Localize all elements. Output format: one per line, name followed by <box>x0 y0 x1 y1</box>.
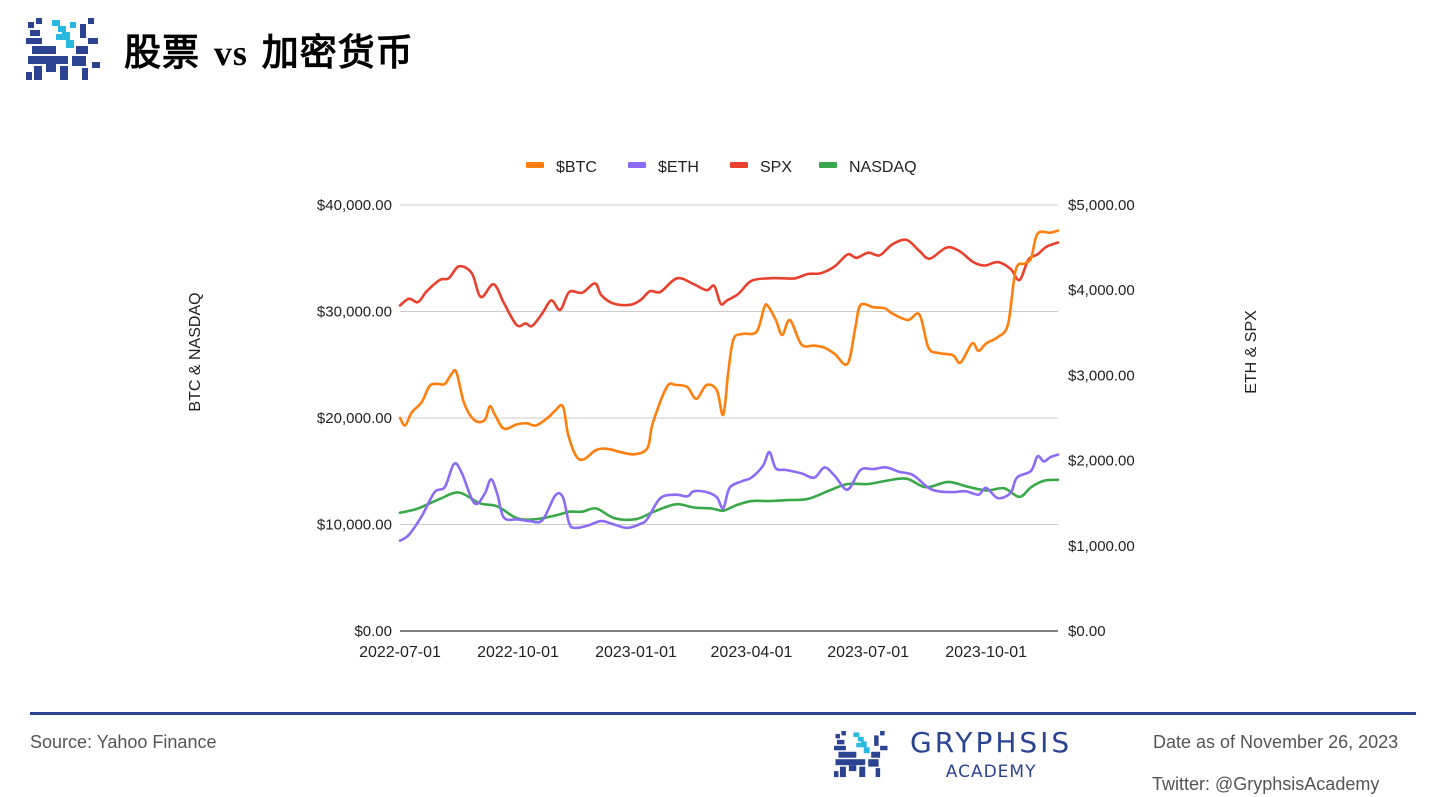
title-part-stocks: 股票 <box>124 31 214 74</box>
x-axis-ticks: 2022-07-01 2022-10-01 2023-01-01 2023-04-01… <box>359 644 1027 661</box>
x-tick-label: 2023-10-01 <box>945 644 1027 661</box>
source-note: Source: Yahoo Finance <box>30 732 217 752</box>
y-right-tick-label: $1,000.00 <box>1068 538 1135 555</box>
x-tick-label: 2023-01-01 <box>595 644 677 661</box>
gryphon-logo-icon <box>834 730 888 778</box>
y-left-tick-label: $30,000.00 <box>317 304 392 321</box>
chart-legend: $BTC $ETH SPX NASDAQ <box>526 159 917 176</box>
header: 股票 vs 加密货币 <box>26 14 414 84</box>
brand-block: GRYPHSIS ACADEMY <box>834 728 1072 782</box>
date-note: Date as of November 26, 2023 <box>1153 732 1399 752</box>
series-line-eth <box>398 450 1060 542</box>
chart-grid <box>400 204 1058 632</box>
legend-swatch <box>526 162 544 168</box>
y-right-tick-label: $4,000.00 <box>1068 282 1135 299</box>
series-line-btc <box>398 229 1060 462</box>
title-vs: vs <box>213 33 248 73</box>
y-right-tick-label: $3,000.00 <box>1068 367 1135 384</box>
x-tick-label: 2022-07-01 <box>359 644 441 661</box>
footer-divider <box>30 712 1416 715</box>
brand-wordmark: GRYPHSIS ACADEMY <box>910 726 1073 783</box>
brand-name: GRYPHSIS <box>910 726 1073 759</box>
legend-swatch <box>819 162 837 168</box>
y-right-tick-label: $2,000.00 <box>1068 453 1135 470</box>
legend-label: NASDAQ <box>849 159 917 176</box>
title-part-crypto: 加密货币 <box>247 31 414 74</box>
brand-subtitle: ACADEMY <box>945 762 1037 782</box>
y-left-tick-label: $0.00 <box>354 623 392 640</box>
y-left-tick-label: $10,000.00 <box>317 517 392 534</box>
y-right-tick-label: $0.00 <box>1068 623 1106 640</box>
gryphon-logo-icon <box>26 18 100 80</box>
x-tick-label: 2022-10-01 <box>477 644 559 661</box>
page-title: 股票 vs 加密货币 <box>124 22 414 76</box>
series-line-spx <box>398 238 1060 328</box>
left-axis-ticks: $0.00 $10,000.00 $20,000.00 $30,000.00 $40,0… <box>317 197 392 640</box>
y-left-tick-label: $20,000.00 <box>317 410 392 427</box>
y-left-tick-label: $40,000.00 <box>317 197 392 214</box>
legend-swatch <box>628 162 646 168</box>
legend-label: $ETH <box>658 159 699 176</box>
twitter-handle: Twitter: @GryphsisAcademy <box>1152 774 1380 794</box>
x-tick-label: 2023-04-01 <box>711 644 793 661</box>
x-tick-label: 2023-07-01 <box>827 644 909 661</box>
legend-swatch <box>730 162 748 168</box>
y-axis-right-label: ETH & SPX <box>1243 310 1260 394</box>
series-lines <box>398 229 1060 542</box>
y-axis-left-label: BTC & NASDAQ <box>187 292 204 412</box>
line-chart: $BTC $ETH SPX NASDAQ $0.00 $10,000.00 $20,000… <box>317 159 1135 661</box>
y-right-tick-label: $5,000.00 <box>1068 197 1135 214</box>
legend-label: $BTC <box>556 159 597 176</box>
legend-label: SPX <box>760 159 792 176</box>
right-axis-ticks: $0.00 $1,000.00 $2,000.00 $3,000.00 $4,000.0… <box>1068 197 1135 640</box>
